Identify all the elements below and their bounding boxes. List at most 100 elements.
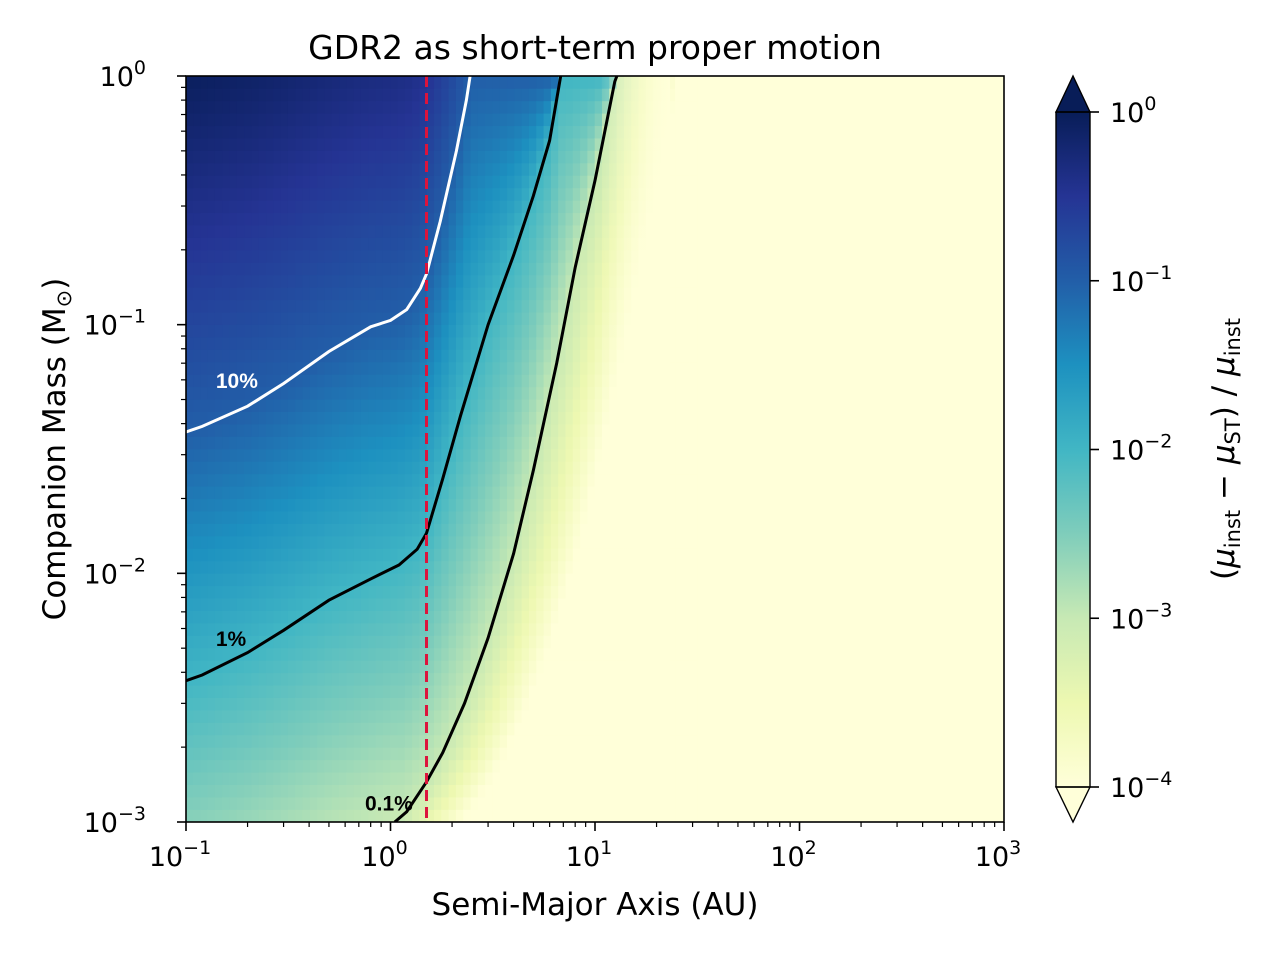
heat-cell bbox=[426, 622, 435, 636]
heat-cell bbox=[222, 697, 231, 711]
heat-cell bbox=[280, 311, 289, 325]
heat-cell bbox=[397, 523, 406, 537]
y-axis-title: Companion Mass (M⊙) bbox=[37, 278, 76, 621]
heat-cell bbox=[558, 299, 567, 313]
heat-cell bbox=[514, 771, 523, 785]
heat-cell bbox=[594, 796, 603, 810]
heat-cell bbox=[412, 324, 421, 338]
heat-cell bbox=[528, 349, 537, 363]
heat-cell bbox=[572, 386, 581, 400]
heat-cell bbox=[390, 336, 399, 350]
heat-cell bbox=[266, 423, 274, 437]
heat-cell bbox=[317, 796, 326, 810]
heat-cell bbox=[675, 647, 683, 661]
heat-cell bbox=[404, 635, 413, 649]
heat-cell bbox=[353, 523, 362, 537]
heat-cell bbox=[280, 237, 289, 251]
heat-cell bbox=[382, 510, 391, 524]
heat-cell bbox=[507, 374, 515, 388]
heat-cell bbox=[360, 336, 369, 350]
heat-cell bbox=[360, 809, 369, 822]
heat-cell bbox=[295, 498, 304, 512]
heat-cell bbox=[280, 684, 289, 698]
heat-cell bbox=[580, 660, 588, 674]
heat-cell bbox=[477, 448, 486, 462]
heat-cell bbox=[455, 473, 464, 487]
heat-cell bbox=[536, 448, 545, 462]
heat-cell bbox=[580, 498, 588, 512]
heat-cell bbox=[565, 610, 574, 624]
heat-cell bbox=[587, 237, 596, 251]
heat-cell bbox=[426, 324, 435, 338]
heat-cell bbox=[455, 311, 464, 325]
heat-cell bbox=[448, 510, 457, 524]
heat-cell bbox=[470, 336, 479, 350]
heat-cell bbox=[222, 423, 231, 437]
heat-cell bbox=[207, 535, 216, 549]
heat-cell bbox=[689, 299, 698, 313]
heat-cell bbox=[499, 759, 508, 773]
heat-cell bbox=[682, 88, 691, 102]
heat-cell bbox=[302, 137, 311, 151]
heat-cell bbox=[258, 697, 267, 711]
heat-cell bbox=[382, 573, 391, 587]
heat-cell bbox=[214, 137, 223, 151]
heat-cell bbox=[470, 647, 479, 661]
heat-cell bbox=[543, 548, 552, 562]
heat-cell bbox=[273, 299, 282, 313]
heat-cell bbox=[580, 722, 588, 736]
heat-cell bbox=[375, 610, 384, 624]
heat-cell bbox=[477, 535, 486, 549]
heat-cell bbox=[375, 361, 384, 375]
heat-cell bbox=[295, 697, 304, 711]
heat-cell bbox=[368, 262, 377, 276]
heat-cell bbox=[346, 461, 355, 475]
heat-cell bbox=[463, 200, 472, 214]
heat-cell bbox=[331, 585, 340, 599]
heat-cell bbox=[266, 660, 274, 674]
heat-cell bbox=[346, 212, 355, 226]
heat-cell bbox=[302, 423, 311, 437]
heat-cell bbox=[689, 610, 698, 624]
heat-cell bbox=[463, 237, 472, 251]
heat-cell bbox=[587, 610, 596, 624]
heat-cell bbox=[397, 125, 406, 139]
heat-cell bbox=[441, 510, 450, 524]
heat-cell bbox=[441, 200, 450, 214]
heat-cell bbox=[565, 461, 574, 475]
heat-cell bbox=[397, 262, 406, 276]
heat-cell bbox=[200, 137, 209, 151]
heat-cell bbox=[309, 784, 318, 798]
heat-cell bbox=[200, 697, 209, 711]
heat-cell bbox=[375, 411, 384, 425]
heat-cell bbox=[675, 697, 683, 711]
heat-cell bbox=[360, 224, 369, 238]
heat-cell bbox=[580, 398, 588, 412]
heat-cell bbox=[455, 100, 464, 114]
heat-cell bbox=[499, 162, 508, 176]
heat-cell bbox=[550, 647, 559, 661]
heat-cell bbox=[689, 436, 698, 450]
heat-cell bbox=[565, 361, 574, 375]
heat-cell bbox=[251, 535, 260, 549]
heat-cell bbox=[507, 697, 515, 711]
heat-cell bbox=[360, 76, 369, 89]
heat-cell bbox=[404, 585, 413, 599]
heat-cell bbox=[675, 597, 683, 611]
heat-cell bbox=[236, 784, 245, 798]
heat-cell bbox=[295, 771, 304, 785]
heat-cell bbox=[580, 486, 588, 500]
heat-cell bbox=[580, 150, 588, 164]
heat-cell bbox=[485, 473, 494, 487]
heat-cell bbox=[470, 461, 479, 475]
heat-cell bbox=[346, 498, 355, 512]
heat-cell bbox=[251, 734, 260, 748]
heat-cell bbox=[200, 349, 209, 363]
heat-cell bbox=[280, 672, 289, 686]
heat-cell bbox=[455, 187, 464, 201]
heat-cell bbox=[244, 299, 253, 313]
heat-cell bbox=[667, 299, 676, 313]
heat-cell bbox=[667, 113, 676, 127]
heat-cell bbox=[251, 796, 260, 810]
heat-cell bbox=[382, 200, 391, 214]
